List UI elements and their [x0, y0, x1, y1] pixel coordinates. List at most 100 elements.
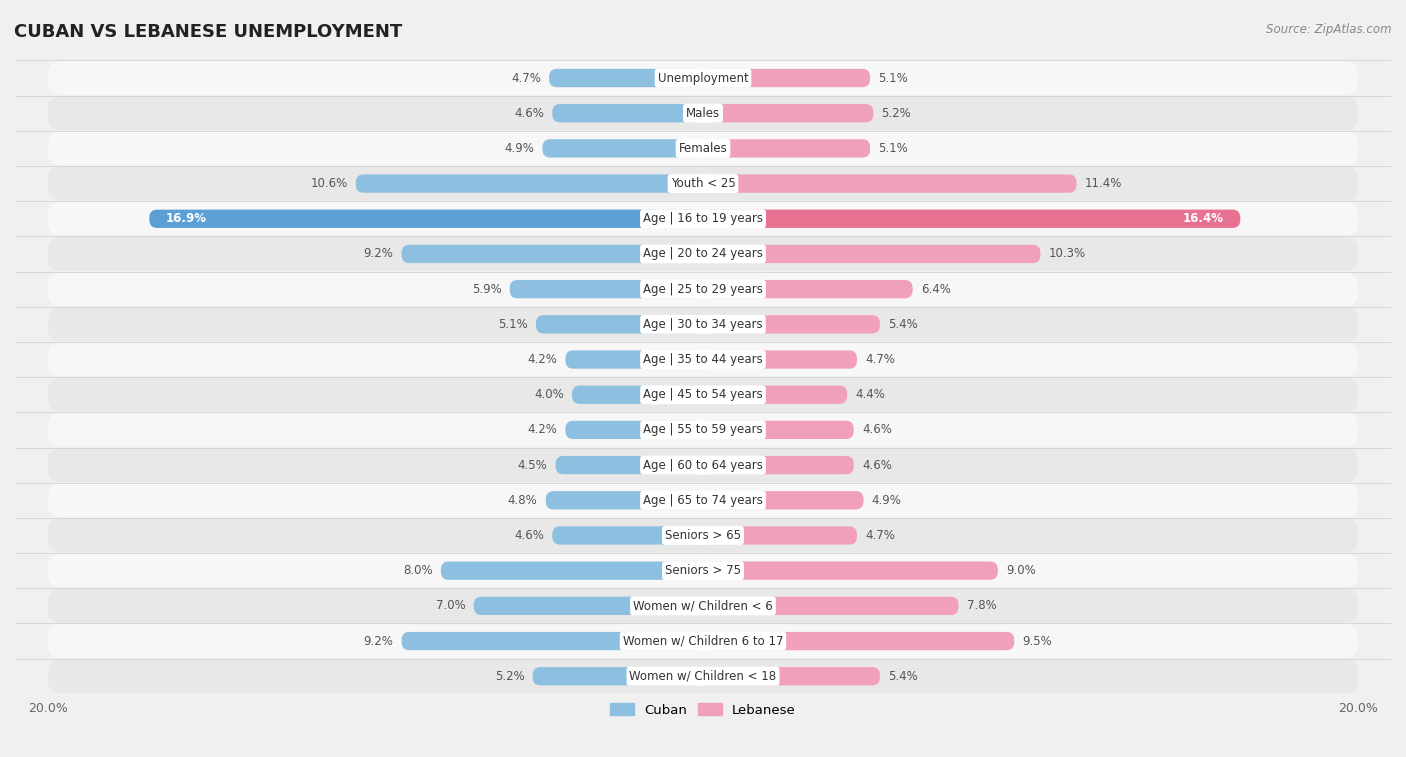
- Text: 4.7%: 4.7%: [510, 71, 541, 85]
- Text: 5.2%: 5.2%: [495, 670, 524, 683]
- Text: 10.6%: 10.6%: [311, 177, 347, 190]
- Text: Males: Males: [686, 107, 720, 120]
- Text: 9.2%: 9.2%: [364, 634, 394, 647]
- Text: 5.1%: 5.1%: [879, 71, 908, 85]
- FancyBboxPatch shape: [703, 597, 959, 615]
- FancyBboxPatch shape: [48, 343, 1358, 376]
- FancyBboxPatch shape: [48, 202, 1358, 235]
- Text: CUBAN VS LEBANESE UNEMPLOYMENT: CUBAN VS LEBANESE UNEMPLOYMENT: [14, 23, 402, 41]
- Text: Seniors > 65: Seniors > 65: [665, 529, 741, 542]
- FancyBboxPatch shape: [703, 385, 848, 404]
- FancyBboxPatch shape: [48, 484, 1358, 517]
- FancyBboxPatch shape: [703, 315, 880, 334]
- Text: 4.0%: 4.0%: [534, 388, 564, 401]
- FancyBboxPatch shape: [703, 667, 880, 685]
- Text: 10.3%: 10.3%: [1049, 248, 1085, 260]
- Text: 4.9%: 4.9%: [505, 142, 534, 155]
- Text: 11.4%: 11.4%: [1084, 177, 1122, 190]
- Text: Women w/ Children 6 to 17: Women w/ Children 6 to 17: [623, 634, 783, 647]
- FancyBboxPatch shape: [48, 96, 1358, 130]
- FancyBboxPatch shape: [703, 139, 870, 157]
- Legend: Cuban, Lebanese: Cuban, Lebanese: [605, 698, 801, 722]
- FancyBboxPatch shape: [149, 210, 703, 228]
- FancyBboxPatch shape: [555, 456, 703, 474]
- Text: Age | 25 to 29 years: Age | 25 to 29 years: [643, 282, 763, 296]
- Text: 4.7%: 4.7%: [865, 353, 896, 366]
- FancyBboxPatch shape: [48, 167, 1358, 201]
- FancyBboxPatch shape: [703, 210, 1240, 228]
- Text: 5.9%: 5.9%: [472, 282, 502, 296]
- Text: 5.4%: 5.4%: [889, 318, 918, 331]
- FancyBboxPatch shape: [48, 237, 1358, 271]
- Text: Age | 20 to 24 years: Age | 20 to 24 years: [643, 248, 763, 260]
- FancyBboxPatch shape: [703, 104, 873, 123]
- Text: Females: Females: [679, 142, 727, 155]
- FancyBboxPatch shape: [565, 421, 703, 439]
- FancyBboxPatch shape: [48, 554, 1358, 587]
- FancyBboxPatch shape: [356, 174, 703, 193]
- FancyBboxPatch shape: [48, 659, 1358, 693]
- Text: Age | 45 to 54 years: Age | 45 to 54 years: [643, 388, 763, 401]
- FancyBboxPatch shape: [533, 667, 703, 685]
- FancyBboxPatch shape: [703, 632, 1014, 650]
- FancyBboxPatch shape: [48, 378, 1358, 412]
- Text: 4.7%: 4.7%: [865, 529, 896, 542]
- Text: 5.4%: 5.4%: [889, 670, 918, 683]
- Text: Women w/ Children < 6: Women w/ Children < 6: [633, 600, 773, 612]
- Text: 4.9%: 4.9%: [872, 494, 901, 506]
- FancyBboxPatch shape: [703, 526, 858, 544]
- FancyBboxPatch shape: [402, 245, 703, 263]
- FancyBboxPatch shape: [553, 104, 703, 123]
- Text: Source: ZipAtlas.com: Source: ZipAtlas.com: [1267, 23, 1392, 36]
- FancyBboxPatch shape: [548, 69, 703, 87]
- FancyBboxPatch shape: [48, 307, 1358, 341]
- FancyBboxPatch shape: [703, 421, 853, 439]
- Text: 16.9%: 16.9%: [166, 212, 207, 226]
- Text: 7.0%: 7.0%: [436, 600, 465, 612]
- Text: 4.6%: 4.6%: [515, 107, 544, 120]
- Text: Women w/ Children < 18: Women w/ Children < 18: [630, 670, 776, 683]
- Text: 5.1%: 5.1%: [498, 318, 527, 331]
- Text: 4.2%: 4.2%: [527, 353, 557, 366]
- FancyBboxPatch shape: [543, 139, 703, 157]
- FancyBboxPatch shape: [703, 491, 863, 509]
- Text: Age | 16 to 19 years: Age | 16 to 19 years: [643, 212, 763, 226]
- Text: 7.8%: 7.8%: [967, 600, 997, 612]
- Text: 6.4%: 6.4%: [921, 282, 950, 296]
- FancyBboxPatch shape: [48, 589, 1358, 623]
- Text: 4.2%: 4.2%: [527, 423, 557, 436]
- FancyBboxPatch shape: [703, 562, 998, 580]
- Text: 4.6%: 4.6%: [515, 529, 544, 542]
- Text: 4.4%: 4.4%: [855, 388, 886, 401]
- Text: Age | 30 to 34 years: Age | 30 to 34 years: [643, 318, 763, 331]
- Text: 9.5%: 9.5%: [1022, 634, 1052, 647]
- Text: Age | 65 to 74 years: Age | 65 to 74 years: [643, 494, 763, 506]
- FancyBboxPatch shape: [546, 491, 703, 509]
- FancyBboxPatch shape: [553, 526, 703, 544]
- Text: 16.4%: 16.4%: [1182, 212, 1223, 226]
- FancyBboxPatch shape: [441, 562, 703, 580]
- FancyBboxPatch shape: [48, 273, 1358, 306]
- Text: Age | 35 to 44 years: Age | 35 to 44 years: [643, 353, 763, 366]
- Text: Seniors > 75: Seniors > 75: [665, 564, 741, 577]
- FancyBboxPatch shape: [703, 69, 870, 87]
- FancyBboxPatch shape: [48, 61, 1358, 95]
- FancyBboxPatch shape: [703, 456, 853, 474]
- FancyBboxPatch shape: [703, 280, 912, 298]
- FancyBboxPatch shape: [703, 174, 1077, 193]
- FancyBboxPatch shape: [703, 245, 1040, 263]
- FancyBboxPatch shape: [48, 413, 1358, 447]
- Text: Unemployment: Unemployment: [658, 71, 748, 85]
- FancyBboxPatch shape: [48, 448, 1358, 482]
- FancyBboxPatch shape: [48, 519, 1358, 553]
- Text: 4.6%: 4.6%: [862, 459, 891, 472]
- Text: Age | 60 to 64 years: Age | 60 to 64 years: [643, 459, 763, 472]
- Text: Age | 55 to 59 years: Age | 55 to 59 years: [643, 423, 763, 436]
- Text: 5.1%: 5.1%: [879, 142, 908, 155]
- Text: 4.8%: 4.8%: [508, 494, 537, 506]
- FancyBboxPatch shape: [536, 315, 703, 334]
- Text: 5.2%: 5.2%: [882, 107, 911, 120]
- FancyBboxPatch shape: [402, 632, 703, 650]
- Text: 4.6%: 4.6%: [862, 423, 891, 436]
- Text: 9.2%: 9.2%: [364, 248, 394, 260]
